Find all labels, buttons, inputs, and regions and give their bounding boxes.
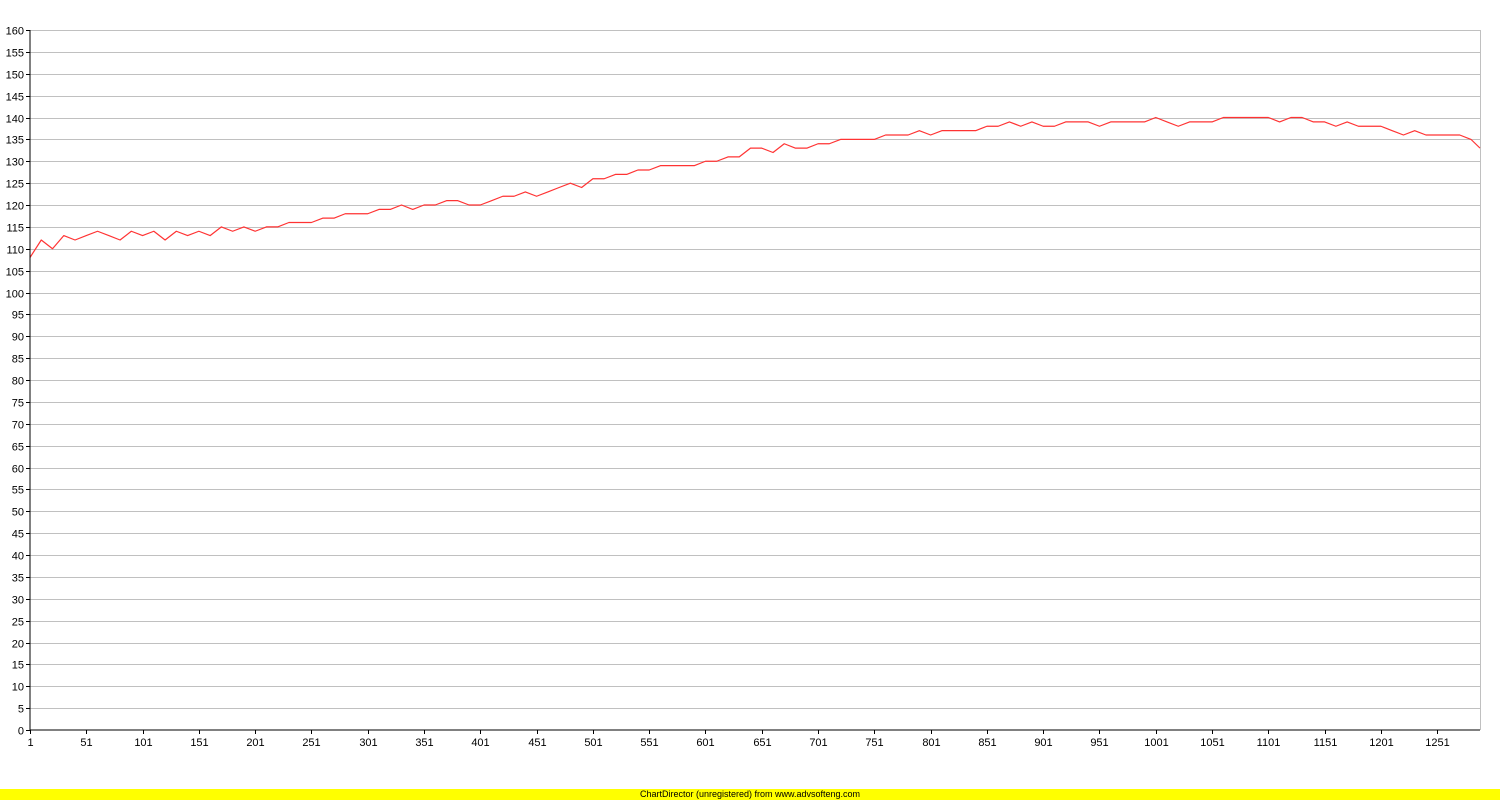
series-layer bbox=[29, 116, 1481, 258]
x-tick-label: 201 bbox=[246, 737, 264, 749]
x-tick-label: 651 bbox=[753, 737, 771, 749]
y-tick-label: 150 bbox=[6, 70, 24, 82]
x-tick-label: 1201 bbox=[1369, 737, 1393, 749]
y-tick-label: 135 bbox=[6, 135, 24, 147]
x-tick-label: 1101 bbox=[1257, 737, 1281, 749]
x-tick-label: 951 bbox=[1090, 737, 1108, 749]
y-tick-label: 80 bbox=[12, 376, 24, 388]
y-tick-label: 140 bbox=[6, 114, 24, 126]
y-tick-label: 160 bbox=[6, 26, 24, 38]
y-tick-label: 20 bbox=[12, 639, 24, 651]
y-tick-label: 55 bbox=[12, 485, 24, 497]
grid-lines bbox=[30, 30, 1481, 730]
x-tick-label: 1001 bbox=[1144, 737, 1168, 749]
y-tick-label: 125 bbox=[6, 179, 24, 191]
x-tick-label: 401 bbox=[471, 737, 489, 749]
y-axis-ticks: 0 5 10 15 20 25 30 35 40 45 50 55 60 65 70 75 80 85 90 95 10… bbox=[6, 26, 30, 738]
y-tick-label: 60 bbox=[12, 464, 24, 476]
y-tick-label: 5 bbox=[18, 704, 24, 716]
x-tick-label: 51 bbox=[80, 737, 92, 749]
y-tick-label: 120 bbox=[6, 201, 24, 213]
y-tick-label: 30 bbox=[12, 595, 24, 607]
x-tick-label: 1151 bbox=[1314, 737, 1338, 749]
x-tick-label: 1 bbox=[27, 737, 33, 749]
x-tick-label: 551 bbox=[640, 737, 658, 749]
x-tick-label: 1051 bbox=[1200, 737, 1224, 749]
x-tick-label: 251 bbox=[302, 737, 320, 749]
y-tick-label: 75 bbox=[12, 398, 24, 410]
y-tick-label: 65 bbox=[12, 442, 24, 454]
x-tick-label: 451 bbox=[528, 737, 546, 749]
x-tick-label: 151 bbox=[190, 737, 208, 749]
x-tick-label: 1251 bbox=[1425, 737, 1449, 749]
x-tick-label: 101 bbox=[134, 737, 152, 749]
x-tick-label: 801 bbox=[922, 737, 940, 749]
y-tick-label: 70 bbox=[12, 420, 24, 432]
y-tick-label: 0 bbox=[18, 726, 24, 738]
y-tick-label: 40 bbox=[12, 551, 24, 563]
y-tick-label: 100 bbox=[6, 289, 24, 301]
y-tick-label: 95 bbox=[12, 310, 24, 322]
x-axis-ticks: 1 51 101 151 201 251 301 351 401 451 501 551 601 651 7… bbox=[27, 730, 1450, 749]
y-tick-label: 35 bbox=[12, 573, 24, 585]
x-tick-label: 701 bbox=[809, 737, 827, 749]
footer-banner: ChartDirector (unregistered) from www.ad… bbox=[0, 789, 1500, 800]
x-tick-label: 601 bbox=[696, 737, 714, 749]
y-tick-label: 90 bbox=[12, 332, 24, 344]
y-tick-label: 130 bbox=[6, 157, 24, 169]
y-tick-label: 45 bbox=[12, 529, 24, 541]
x-tick-label: 851 bbox=[978, 737, 996, 749]
x-tick-label: 301 bbox=[359, 737, 377, 749]
y-tick-label: 105 bbox=[6, 267, 24, 279]
x-tick-label: 901 bbox=[1034, 737, 1052, 749]
x-tick-label: 501 bbox=[584, 737, 602, 749]
y-tick-label: 155 bbox=[6, 48, 24, 60]
series-line bbox=[29, 116, 1481, 258]
y-tick-label: 15 bbox=[12, 660, 24, 672]
y-tick-label: 110 bbox=[6, 245, 24, 257]
y-tick-label: 50 bbox=[12, 507, 24, 519]
y-tick-label: 85 bbox=[12, 354, 24, 366]
x-tick-label: 751 bbox=[865, 737, 883, 749]
y-tick-label: 10 bbox=[12, 682, 24, 694]
x-tick-label: 351 bbox=[415, 737, 433, 749]
y-tick-label: 115 bbox=[6, 223, 24, 235]
y-tick-label: 25 bbox=[12, 617, 24, 629]
y-tick-label: 145 bbox=[6, 92, 24, 104]
